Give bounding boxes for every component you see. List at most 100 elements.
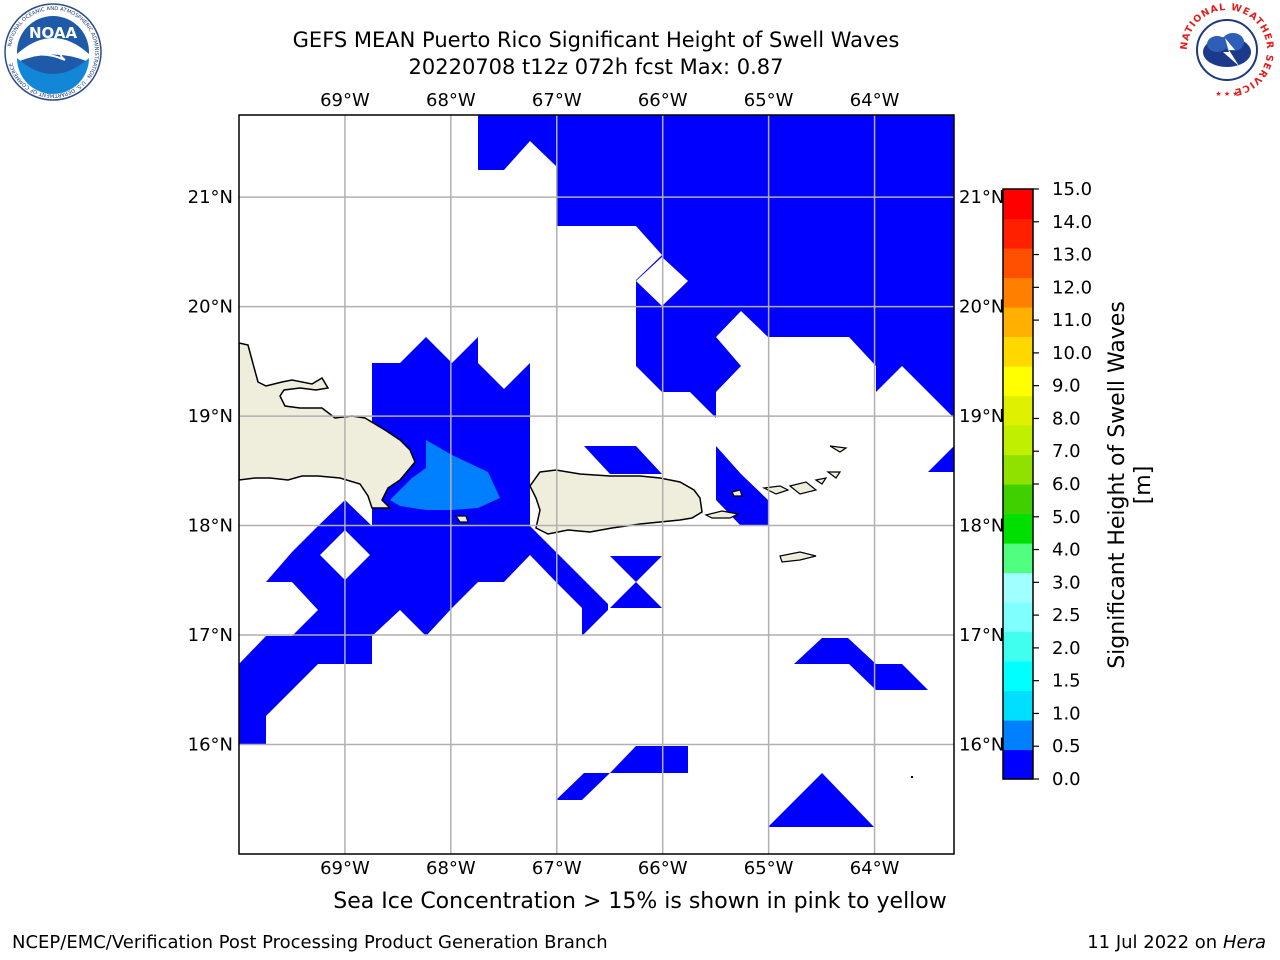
- colorbar-swatch: [1003, 454, 1033, 485]
- colorbar-tick-label: 6.0: [1052, 474, 1081, 495]
- swell-region-south-c: [768, 773, 874, 827]
- colorbar-tick-label: 5.0: [1052, 507, 1081, 528]
- lon-tick-label: 65°W: [744, 858, 794, 879]
- swell-region-south-a: [610, 746, 688, 773]
- hispaniola-land: [239, 342, 416, 509]
- lat-tick-label: 18°N: [959, 516, 1004, 537]
- lon-tick-labels-bottom: 69°W 68°W 67°W 66°W 65°W 64°W: [320, 858, 900, 879]
- swell-region-mona-east: [584, 446, 662, 474]
- colorbar-tick-label: 0.5: [1052, 736, 1081, 757]
- sea-ice-caption: Sea Ice Concentration > 15% is shown in …: [333, 889, 947, 914]
- lon-tick-label: 65°W: [744, 90, 794, 111]
- colorbar-swatch: [1003, 189, 1033, 220]
- swell-region-south-small: [610, 556, 662, 582]
- colorbar-tick-label: 3.0: [1052, 572, 1081, 593]
- colorbar-swatch: [1003, 513, 1033, 544]
- colorbar-tick-label: 2.5: [1052, 605, 1081, 626]
- lon-tick-label: 66°W: [638, 90, 688, 111]
- lat-tick-label: 21°N: [959, 187, 1004, 208]
- lat-tick-label: 16°N: [959, 735, 1004, 756]
- swell-region-south-small2: [610, 582, 662, 608]
- colorbar-swatch: [1003, 218, 1033, 249]
- culebra-island: [731, 489, 743, 497]
- lat-tick-label: 18°N: [188, 516, 233, 537]
- colorbar-swatch: [1003, 543, 1033, 574]
- colorbar-swatch: [1003, 484, 1033, 515]
- map-graticule: [239, 115, 954, 854]
- vieques-island: [704, 510, 740, 519]
- colorbar-tick-label: 10.0: [1052, 343, 1092, 364]
- lon-tick-labels-top: 69°W 68°W 67°W 66°W 65°W 64°W: [320, 90, 900, 111]
- swell-region-south-b: [556, 773, 610, 800]
- colorbar-tick-label: 8.0: [1052, 408, 1081, 429]
- colorbar-swatch: [1003, 425, 1033, 456]
- footer-producer: NCEP/EMC/Verification Post Processing Pr…: [12, 932, 608, 953]
- land: [239, 342, 913, 778]
- colorbar-swatch: [1003, 336, 1033, 367]
- colorbar-swatch: [1003, 602, 1033, 633]
- colorbar-swatch: [1003, 366, 1033, 397]
- swell-region-west: [239, 337, 608, 745]
- swell-region-higher: [390, 440, 500, 510]
- colorbar-tick-label: 1.5: [1052, 671, 1081, 692]
- lon-tick-label: 64°W: [850, 858, 900, 879]
- map-subtitle: 20220708 t12z 072h fcst Max: 0.87: [408, 55, 784, 79]
- colorbar-swatch: [1003, 248, 1033, 279]
- noaa-logo: NATIONAL OCEANIC AND ATMOSPHERIC ADMINIS…: [4, 3, 102, 101]
- colorbar: 0.0 0.5 1.0 1.5 2.0 2.5 3.0 4.0 5.0 6.0 7.0 8.0 9.0 1…: [1002, 179, 1092, 790]
- lat-tick-labels-right: 21°N 20°N 19°N 18°N 17°N 16°N: [959, 187, 1004, 755]
- anegada-island: [829, 445, 848, 453]
- lon-tick-label: 69°W: [320, 858, 370, 879]
- lat-tick-label: 21°N: [188, 187, 233, 208]
- colorbar-label-line2: [m]: [1131, 466, 1156, 505]
- colorbar-tick-label: 13.0: [1052, 245, 1092, 266]
- swell-region-southeast: [794, 638, 928, 690]
- footer-host: Hera: [1222, 932, 1266, 953]
- colorbar-tick-label: 12.0: [1052, 277, 1092, 298]
- colorbar-swatch: [1003, 631, 1033, 662]
- colorbar-swatch: [1003, 307, 1033, 338]
- puerto-rico-land: [529, 469, 703, 535]
- map-title: GEFS MEAN Puerto Rico Significant Height…: [292, 28, 900, 52]
- lat-tick-label: 19°N: [188, 406, 233, 427]
- lon-tick-label: 69°W: [320, 90, 370, 111]
- colorbar-swatch: [1003, 749, 1033, 780]
- noaa-logo-text: NOAA: [29, 24, 78, 42]
- virgin-islands: [761, 471, 842, 495]
- colorbar-tick-label: 0.0: [1052, 769, 1081, 790]
- lat-tick-labels-left: 21°N 20°N 19°N 18°N 17°N 16°N: [188, 187, 233, 755]
- colorbar-swatch: [1003, 395, 1033, 426]
- lat-tick-label: 17°N: [188, 625, 233, 646]
- lon-tick-label: 68°W: [426, 858, 476, 879]
- colorbar-tick-label: 11.0: [1052, 310, 1092, 331]
- swell-region-north: [478, 115, 954, 418]
- colorbar-tick-label: 2.0: [1052, 638, 1081, 659]
- lon-tick-label: 67°W: [532, 858, 582, 879]
- mona-island: [454, 515, 469, 523]
- lat-tick-label: 16°N: [188, 735, 233, 756]
- lat-tick-label: 19°N: [959, 406, 1004, 427]
- colorbar-tick-label: 15.0: [1052, 179, 1092, 200]
- lat-tick-label: 17°N: [959, 625, 1004, 646]
- saba-dot: [911, 776, 913, 778]
- lon-tick-label: 64°W: [850, 90, 900, 111]
- st-croix-island: [779, 551, 817, 563]
- swell-region-vieques: [716, 446, 768, 526]
- colorbar-tick-label: 9.0: [1052, 376, 1081, 397]
- footer-date-text: 11 Jul 2022 on: [1087, 932, 1223, 953]
- colorbar-swatch: [1003, 720, 1033, 751]
- colorbar-swatch: [1003, 277, 1033, 308]
- lon-tick-label: 68°W: [426, 90, 476, 111]
- swell-height-contours: [239, 115, 954, 827]
- svg-text:★ ★ ★: ★ ★ ★: [1215, 90, 1238, 98]
- lon-tick-label: 67°W: [532, 90, 582, 111]
- colorbar-tick-label: 14.0: [1052, 212, 1092, 233]
- footer-date: 11 Jul 2022 on Hera: [1087, 932, 1266, 953]
- colorbar-label: Significant Height of Swell Waves: [1105, 301, 1130, 669]
- lat-tick-label: 20°N: [188, 297, 233, 318]
- colorbar-tick-label: 4.0: [1052, 540, 1081, 561]
- map-frame: [238, 114, 955, 855]
- colorbar-swatch: [1003, 572, 1033, 603]
- lon-tick-label: 66°W: [638, 858, 688, 879]
